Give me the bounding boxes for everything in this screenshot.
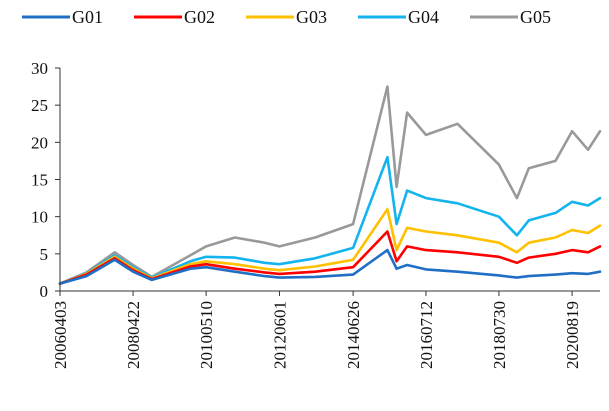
y-tick-label: 0 — [40, 282, 49, 301]
x-tick-label: 20180730 — [490, 301, 509, 369]
series-line-g03 — [58, 207, 602, 285]
x-axis-ticks: 20060403 20080422 20100510 20120601 20140626… — [51, 291, 582, 369]
y-tick-label: 10 — [31, 208, 48, 227]
y-tick-label: 5 — [40, 245, 49, 264]
x-tick-label: 20200819 — [563, 301, 582, 369]
series-layer — [58, 85, 602, 285]
y-tick-label: 20 — [31, 133, 48, 152]
x-tick-label: 20060403 — [51, 301, 70, 369]
x-tick-label: 20160712 — [417, 301, 436, 369]
x-tick-label: 20100510 — [197, 301, 216, 369]
legend-label-g01: G01 — [72, 7, 103, 27]
y-tick-label: 25 — [31, 96, 48, 115]
y-tick-label: 15 — [31, 171, 48, 190]
y-axis-ticks: 0 5 10 15 20 25 30 — [31, 59, 60, 301]
x-tick-label: 20120601 — [270, 301, 289, 369]
legend-label-g02: G02 — [184, 7, 215, 27]
legend-label-g05: G05 — [520, 7, 551, 27]
legend-label-g03: G03 — [296, 7, 327, 27]
legend-label-g04: G04 — [408, 7, 439, 27]
axes — [59, 68, 600, 292]
x-tick-label: 20140626 — [344, 301, 363, 369]
series-line-g01 — [58, 248, 602, 285]
y-tick-label: 30 — [31, 59, 48, 78]
legend: G01 G02 G03 G04 G05 — [22, 7, 551, 27]
x-tick-label: 20080422 — [124, 301, 143, 369]
